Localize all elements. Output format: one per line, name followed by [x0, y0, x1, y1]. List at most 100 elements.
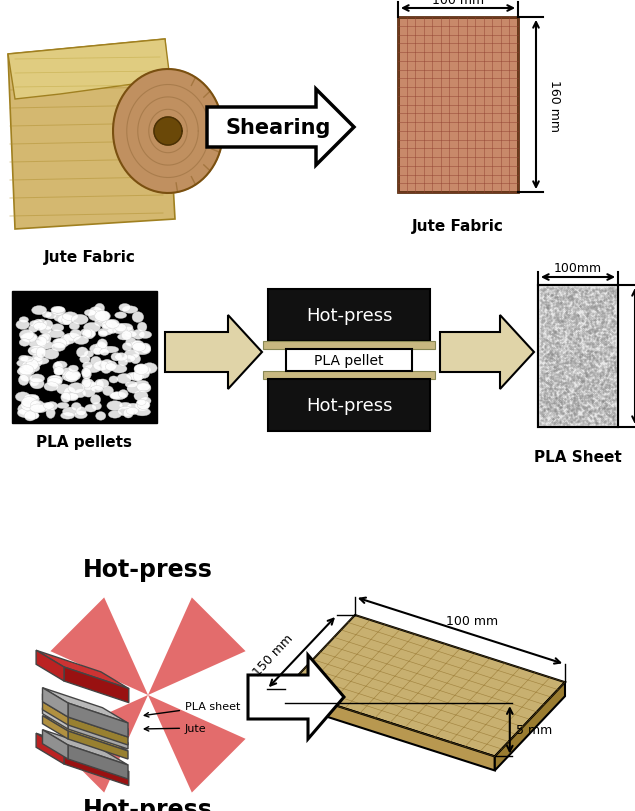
Point	[550, 307, 560, 320]
Point	[555, 367, 565, 380]
Point	[542, 354, 552, 367]
Point	[578, 381, 589, 394]
Point	[601, 348, 612, 361]
Point	[580, 418, 591, 431]
Point	[566, 395, 577, 408]
Point	[552, 315, 563, 328]
Text: Hot-press: Hot-press	[83, 797, 213, 811]
Point	[588, 296, 598, 309]
Point	[571, 341, 581, 354]
Point	[598, 304, 608, 317]
Point	[555, 388, 565, 401]
Point	[583, 388, 593, 401]
Point	[591, 304, 601, 317]
Point	[590, 324, 600, 337]
Point	[572, 375, 582, 388]
Point	[581, 331, 591, 344]
Point	[585, 301, 596, 314]
Point	[566, 337, 577, 350]
Point	[576, 372, 586, 385]
Point	[604, 418, 614, 431]
Point	[561, 398, 572, 411]
Point	[598, 317, 608, 330]
Point	[546, 350, 556, 363]
Point	[546, 401, 556, 414]
Ellipse shape	[20, 373, 32, 382]
Point	[604, 343, 614, 356]
Point	[570, 324, 580, 337]
Point	[543, 286, 553, 299]
Point	[554, 399, 565, 412]
Point	[593, 418, 603, 431]
Point	[591, 406, 601, 418]
Point	[596, 285, 606, 298]
Point	[549, 365, 559, 378]
Point	[548, 337, 558, 350]
Point	[573, 399, 583, 412]
Point	[585, 327, 596, 340]
Point	[558, 293, 568, 306]
Point	[568, 288, 578, 301]
Ellipse shape	[110, 393, 126, 401]
Point	[592, 333, 603, 345]
Point	[607, 380, 617, 393]
Point	[583, 348, 593, 361]
Point	[563, 400, 573, 413]
Point	[575, 297, 585, 310]
Point	[562, 363, 572, 375]
Point	[573, 339, 584, 352]
Point	[608, 418, 618, 431]
Point	[592, 300, 602, 313]
Point	[609, 385, 619, 398]
Point	[584, 333, 594, 346]
Point	[598, 377, 608, 390]
Point	[582, 380, 592, 393]
Point	[587, 398, 597, 411]
Ellipse shape	[118, 358, 128, 367]
Point	[546, 371, 556, 384]
Point	[597, 317, 607, 330]
Point	[577, 389, 587, 402]
Point	[585, 298, 596, 311]
Point	[547, 416, 557, 429]
Point	[600, 384, 610, 397]
Point	[535, 388, 545, 401]
Point	[582, 316, 592, 329]
Point	[577, 291, 587, 304]
Point	[591, 417, 601, 430]
Point	[591, 402, 601, 415]
Point	[550, 371, 560, 384]
Point	[596, 343, 606, 356]
Point	[577, 357, 587, 370]
Point	[600, 382, 610, 395]
Point	[556, 401, 566, 414]
Point	[566, 282, 577, 295]
Point	[583, 374, 593, 387]
Point	[580, 354, 590, 367]
Point	[555, 407, 565, 420]
Point	[554, 297, 565, 310]
Point	[567, 328, 577, 341]
Point	[579, 349, 589, 362]
Point	[586, 360, 596, 373]
Point	[599, 332, 609, 345]
Point	[540, 290, 550, 303]
Point	[554, 306, 564, 319]
Point	[578, 410, 589, 423]
Point	[601, 353, 611, 366]
Point	[566, 359, 577, 372]
Point	[589, 311, 599, 324]
Point	[602, 323, 612, 336]
Point	[564, 285, 574, 298]
Point	[557, 412, 567, 425]
Point	[597, 333, 607, 345]
Point	[546, 397, 556, 410]
Point	[599, 380, 610, 393]
Polygon shape	[248, 655, 344, 739]
Point	[585, 401, 596, 414]
Point	[592, 398, 602, 411]
Point	[568, 388, 578, 401]
Point	[544, 327, 554, 340]
Point	[600, 416, 610, 429]
Point	[541, 295, 551, 308]
